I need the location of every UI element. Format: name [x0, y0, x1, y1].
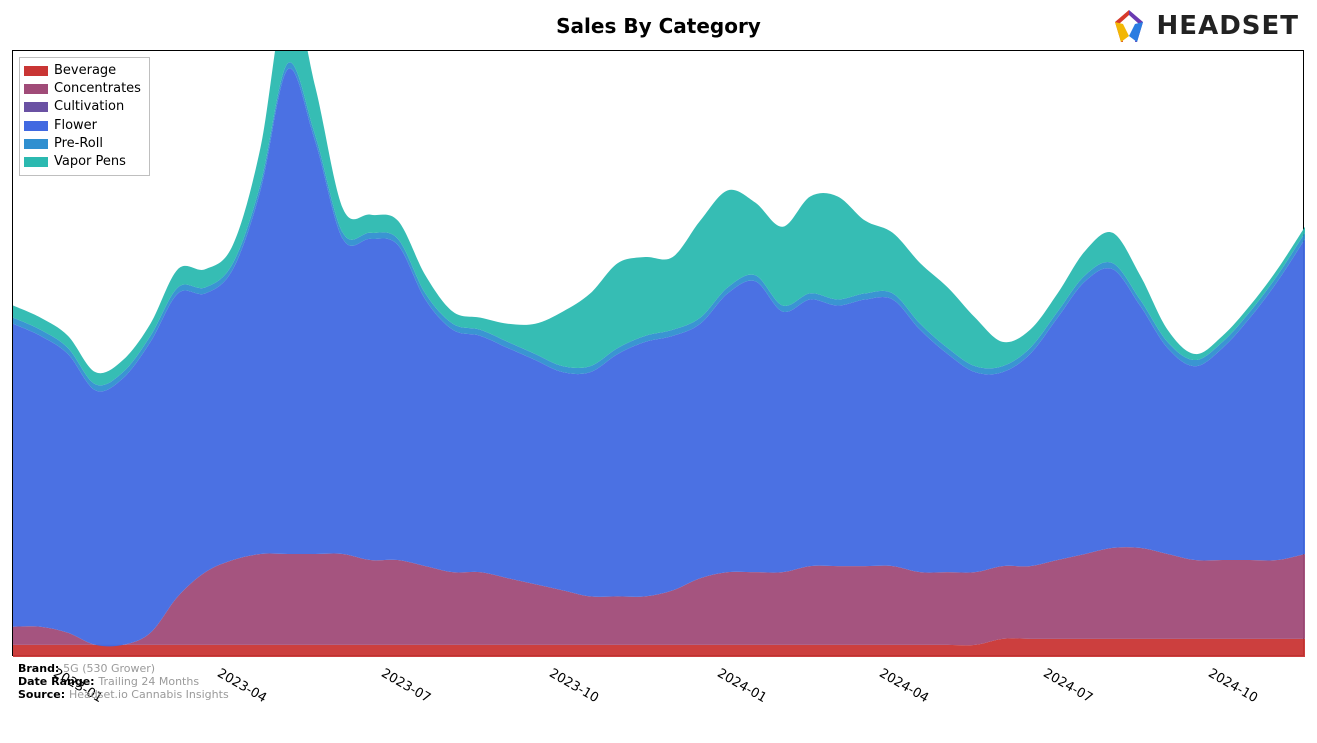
legend-item: Pre-Roll: [24, 135, 141, 153]
x-tick-label: 2023-07: [379, 666, 434, 706]
legend-swatch: [24, 121, 48, 131]
x-tick-label: 2024-10: [1206, 666, 1261, 706]
x-tick-label: 2024-07: [1041, 666, 1096, 706]
headset-logo-text: HEADSET: [1157, 11, 1299, 41]
legend-swatch: [24, 157, 48, 167]
chart-container: Sales By Category HEADSET BeverageConcen…: [0, 0, 1317, 743]
legend-swatch: [24, 66, 48, 76]
legend-item: Flower: [24, 117, 141, 135]
legend-item: Cultivation: [24, 98, 141, 116]
legend-item: Beverage: [24, 62, 141, 80]
legend-label: Flower: [54, 117, 97, 135]
legend-item: Vapor Pens: [24, 153, 141, 171]
stacked-area-chart: [13, 51, 1305, 657]
legend-item: Concentrates: [24, 80, 141, 98]
legend-swatch: [24, 84, 48, 94]
footer-label: Source:: [18, 688, 69, 701]
footer-line: Brand: 5G (530 Grower): [18, 662, 155, 675]
legend-swatch: [24, 102, 48, 112]
plot-area: BeverageConcentratesCultivationFlowerPre…: [12, 50, 1304, 656]
legend-label: Vapor Pens: [54, 153, 126, 171]
legend-label: Cultivation: [54, 98, 124, 116]
x-tick-label: 2024-01: [715, 666, 770, 706]
footer-label: Date Range:: [18, 675, 98, 688]
headset-logo-icon: [1109, 6, 1149, 46]
headset-logo: HEADSET: [1109, 6, 1299, 46]
footer-label: Brand:: [18, 662, 63, 675]
footer-value: 5G (530 Grower): [63, 662, 155, 675]
footer-value: Trailing 24 Months: [98, 675, 199, 688]
legend-label: Concentrates: [54, 80, 141, 98]
x-tick-label: 2024-04: [877, 666, 932, 706]
footer-line: Source: Headset.io Cannabis Insights: [18, 688, 229, 701]
x-tick-label: 2023-10: [547, 666, 602, 706]
legend-label: Pre-Roll: [54, 135, 103, 153]
footer-line: Date Range: Trailing 24 Months: [18, 675, 199, 688]
chart-legend: BeverageConcentratesCultivationFlowerPre…: [19, 57, 150, 176]
legend-swatch: [24, 139, 48, 149]
footer-value: Headset.io Cannabis Insights: [69, 688, 229, 701]
legend-label: Beverage: [54, 62, 116, 80]
